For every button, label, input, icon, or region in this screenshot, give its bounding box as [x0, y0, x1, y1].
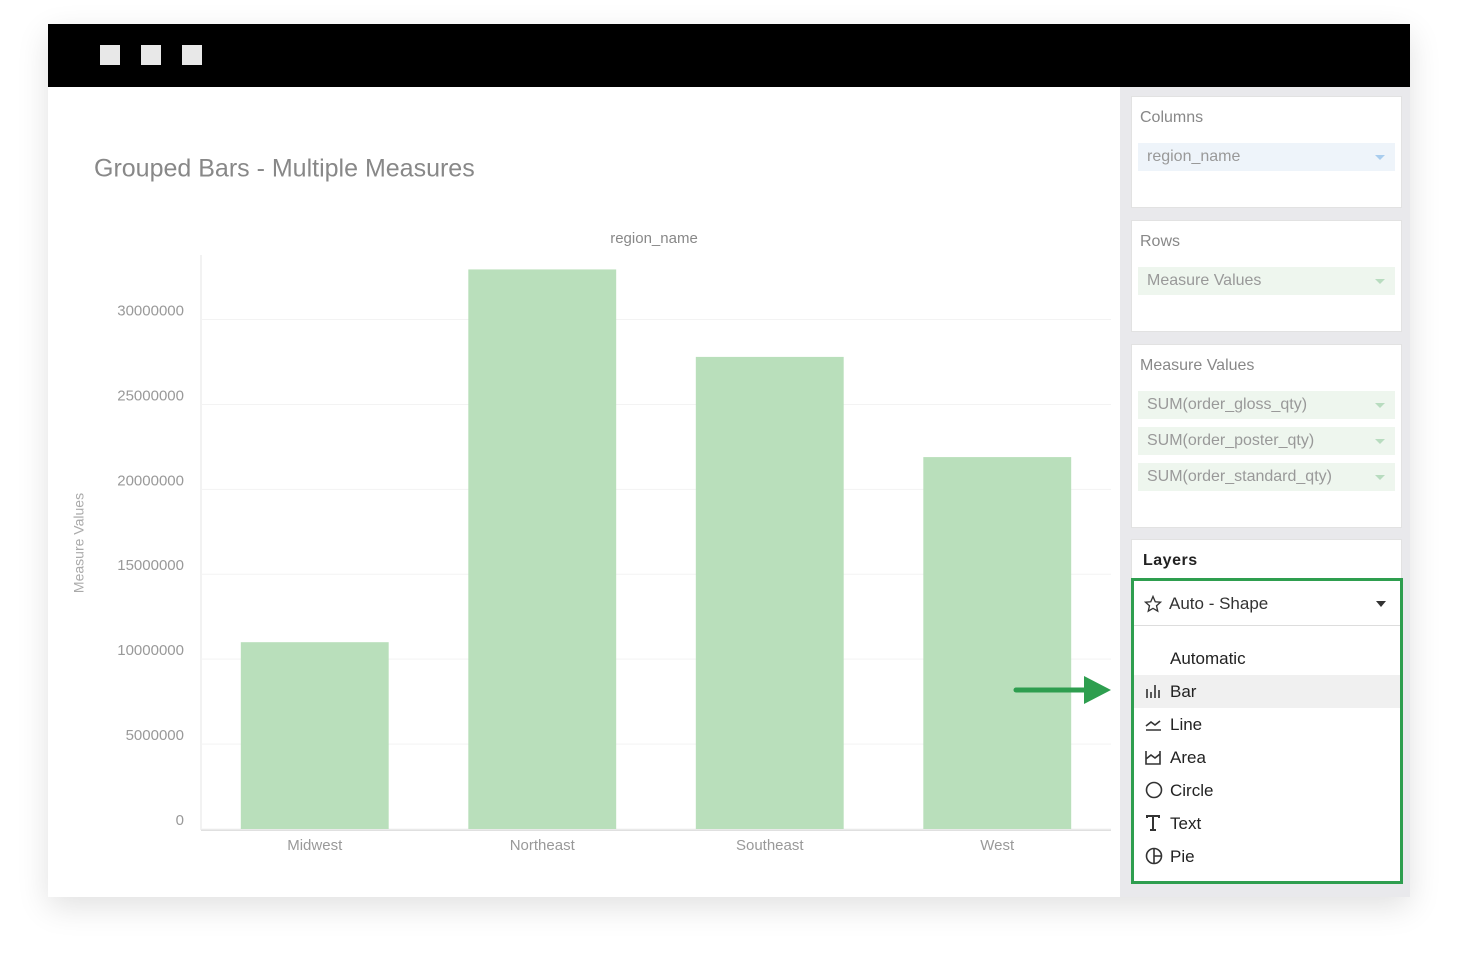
layer-option[interactable]: Bar — [1134, 675, 1400, 708]
area-icon — [1145, 751, 1161, 765]
field-pill[interactable]: Measure Values — [1138, 267, 1395, 295]
pointer-arrow — [1013, 676, 1111, 704]
caret — [1376, 601, 1386, 607]
window-button[interactable] — [100, 45, 120, 65]
bar — [468, 269, 617, 829]
bar — [923, 457, 1072, 829]
y-tick-label: 0 — [176, 812, 184, 829]
title-bar — [48, 24, 1410, 87]
layer-option[interactable]: Text — [1134, 807, 1400, 840]
option-label: Area — [1170, 748, 1206, 767]
chart: Grouped Bars - Multiple Measures region_… — [71, 155, 1111, 854]
field-name: SUM(order_standard_qty) — [1147, 468, 1332, 485]
bar — [695, 356, 844, 829]
field-name: SUM(order_poster_qty) — [1147, 432, 1315, 449]
measure-values-card: Measure Values SUM(order_gloss_qty) SUM(… — [1131, 344, 1402, 528]
y-axis-label: Measure Values — [71, 493, 87, 593]
layer-select[interactable]: Auto - Shape — [1134, 581, 1400, 626]
columns-card: Columns region_name — [1131, 96, 1402, 208]
option-label: Line — [1170, 715, 1203, 734]
field-pill[interactable]: SUM(order_standard_qty) — [1138, 463, 1395, 491]
option-label: Pie — [1170, 847, 1195, 866]
field-name: SUM(order_gloss_qty) — [1147, 396, 1308, 413]
selected-layer: Auto - Shape — [1169, 594, 1269, 613]
layer-option[interactable]: Pie — [1134, 840, 1400, 873]
bar — [240, 642, 389, 829]
window-button[interactable] — [182, 45, 202, 65]
layer-option[interactable]: Circle — [1134, 774, 1400, 807]
y-tick-label: 30000000 — [117, 303, 184, 320]
y-tick-label: 10000000 — [117, 642, 184, 659]
field-name: Measure Values — [1147, 272, 1262, 289]
window-button[interactable] — [141, 45, 161, 65]
option-label: Circle — [1170, 781, 1214, 800]
field-pill[interactable]: SUM(order_gloss_qty) — [1138, 391, 1395, 419]
circle-icon — [1145, 781, 1163, 799]
option-label: Automatic — [1170, 649, 1246, 668]
y-tick-label: 25000000 — [117, 387, 184, 404]
star-icon — [1144, 595, 1162, 613]
field-pill[interactable]: SUM(order_poster_qty) — [1138, 427, 1395, 455]
card-title: Rows — [1140, 233, 1181, 250]
chart-title: Grouped Bars - Multiple Measures — [94, 155, 475, 183]
column-header: region_name — [610, 230, 698, 247]
field-name: region_name — [1147, 148, 1241, 165]
rows-card: Rows Measure Values — [1131, 220, 1402, 332]
layer-option[interactable]: Line — [1134, 708, 1400, 741]
card-title: Layers — [1143, 552, 1198, 569]
layer-option[interactable]: Area — [1134, 741, 1400, 774]
card-title: Columns — [1140, 109, 1204, 126]
x-tick-label: Midwest — [287, 837, 343, 854]
bar-icon — [1146, 685, 1160, 698]
line-icon — [1145, 720, 1161, 731]
y-tick-label: 20000000 — [117, 472, 184, 489]
x-tick-label: West — [980, 837, 1015, 854]
x-tick-label: Northeast — [510, 837, 576, 854]
text-icon — [1146, 815, 1160, 831]
field-pill[interactable]: region_name — [1138, 143, 1395, 171]
option-label: Text — [1170, 814, 1202, 833]
x-tick-label: Southeast — [736, 837, 804, 854]
y-tick-label: 5000000 — [126, 727, 184, 744]
option-label: Bar — [1170, 682, 1197, 701]
pie-icon — [1145, 847, 1163, 865]
y-tick-label: 15000000 — [117, 557, 184, 574]
card-title: Measure Values — [1140, 357, 1255, 374]
layer-option[interactable]: Automatic — [1134, 642, 1400, 675]
layer-dropdown: Auto - Shape Automatic Bar Line Area Cir… — [1131, 578, 1403, 884]
